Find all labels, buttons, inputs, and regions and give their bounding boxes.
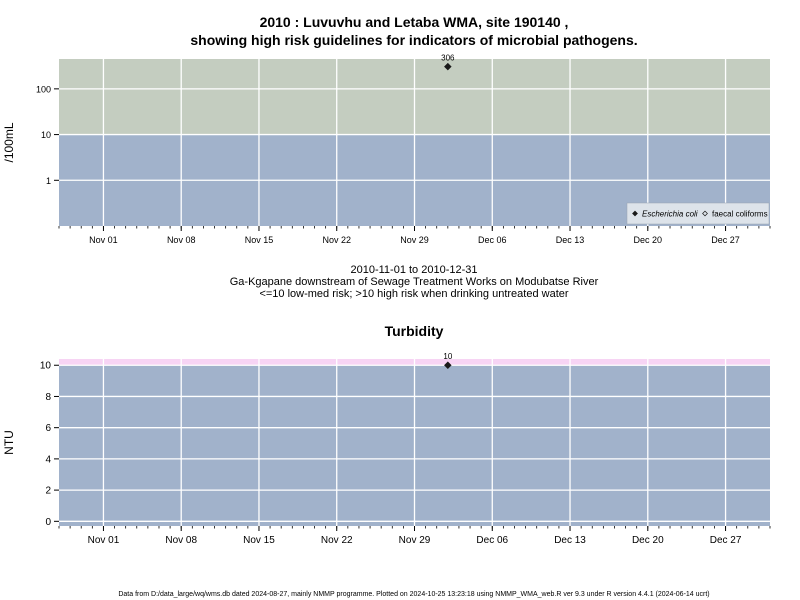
risk-note: <=10 low-med risk; >10 high risk when dr… [259,288,568,300]
legend-entry: Escherichia coli [642,210,698,219]
x-tick-label: Dec 06 [476,535,508,546]
y-tick-label: 2 [45,486,51,497]
y-tick-label: 10 [41,130,51,140]
legend-marker [632,210,638,217]
data-label: 306 [441,54,455,63]
data-point [444,62,452,71]
y-tick-label: 4 [45,454,51,465]
data-label: 10 [443,352,452,361]
x-tick-label: Dec 20 [634,235,663,245]
title-line-1: 2010 : Luvuvhu and Letaba WMA, site 1901… [260,14,569,30]
legend-box [626,202,770,225]
footer-note: Data from D:/data_large/wq/wms.db dated … [118,591,709,598]
x-tick-label: Nov 01 [88,535,120,546]
y-tick-label: 100 [36,84,51,94]
microbial-chart: Nov 01 Nov 08 Nov 15 Nov 22 Nov 29 Dec 06 Dec … [2,54,771,245]
date-range: 2010-11-01 to 2010-12-31 [350,264,477,276]
legend-marker [702,210,708,217]
x-tick-label: Dec 27 [710,535,742,546]
site-description: Ga-Kgapane downstream of Sewage Treatmen… [230,276,599,288]
y-tick-label: 1 [46,176,51,186]
y-axis-label: /100mL [2,122,16,162]
x-tick-label: Dec 13 [556,235,585,245]
x-tick-label: Nov 08 [167,235,196,245]
y-tick-label: 10 [40,361,52,372]
x-tick-label: Nov 22 [322,235,351,245]
turbidity-title: Turbidity [385,323,444,339]
data-point [444,361,452,370]
x-tick-label: Nov 15 [243,535,275,546]
legend-entry: faecal coliforms [712,210,768,219]
y-tick-label: 0 [45,517,51,528]
y-axis-label: NTU [2,430,16,455]
title-line-2: showing high risk guidelines for indicat… [190,32,637,48]
x-tick-label: Dec 20 [632,535,664,546]
x-tick-label: Nov 15 [245,235,274,245]
x-tick-label: Nov 08 [165,535,197,546]
x-tick-label: Nov 29 [399,535,431,546]
x-tick-label: Nov 22 [321,535,353,546]
turbidity-chart: Nov 01 Nov 08 Nov 15 Nov 22 Nov 29 Dec 06 Dec … [2,352,771,546]
y-tick-label: 6 [45,423,51,434]
x-tick-label: Dec 27 [711,235,740,245]
x-tick-label: Nov 01 [89,235,118,245]
y-tick-label: 8 [45,392,51,403]
x-tick-label: Dec 13 [554,535,586,546]
x-tick-label: Nov 29 [400,235,429,245]
x-tick-label: Dec 06 [478,235,507,245]
